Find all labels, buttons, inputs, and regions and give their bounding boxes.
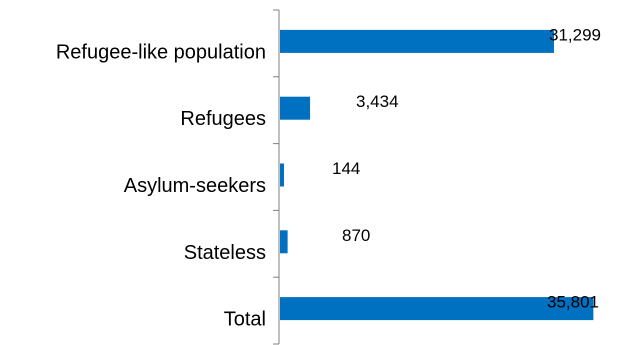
bar-stateless [280, 230, 288, 253]
category-label-asylum-seekers: Asylum-seekers [124, 175, 266, 197]
category-label-total: Total [224, 309, 266, 331]
value-label-asylum-seekers: 144 [332, 159, 360, 178]
bar-refugee-like-population [280, 30, 554, 53]
bar-asylum-seekers [280, 164, 284, 187]
bar-refugees [280, 97, 310, 120]
category-label-refugees: Refugees [180, 108, 266, 130]
value-label-refugees: 3,434 [356, 92, 399, 111]
value-label-stateless: 870 [342, 226, 370, 245]
category-label-stateless: Stateless [184, 242, 266, 264]
category-label-refugee-like-population: Refugee-like population [56, 41, 266, 63]
category-labels: Refugee-like population Refugees Asylum-se… [56, 41, 266, 330]
category-axis-ticks [273, 10, 279, 344]
bars-group [280, 30, 593, 320]
value-label-refugee-like-population: 31,299 [549, 25, 601, 44]
value-labels: 31,299 3,434 144 870 35,801 [332, 25, 601, 311]
value-label-total: 35,801 [547, 293, 599, 312]
